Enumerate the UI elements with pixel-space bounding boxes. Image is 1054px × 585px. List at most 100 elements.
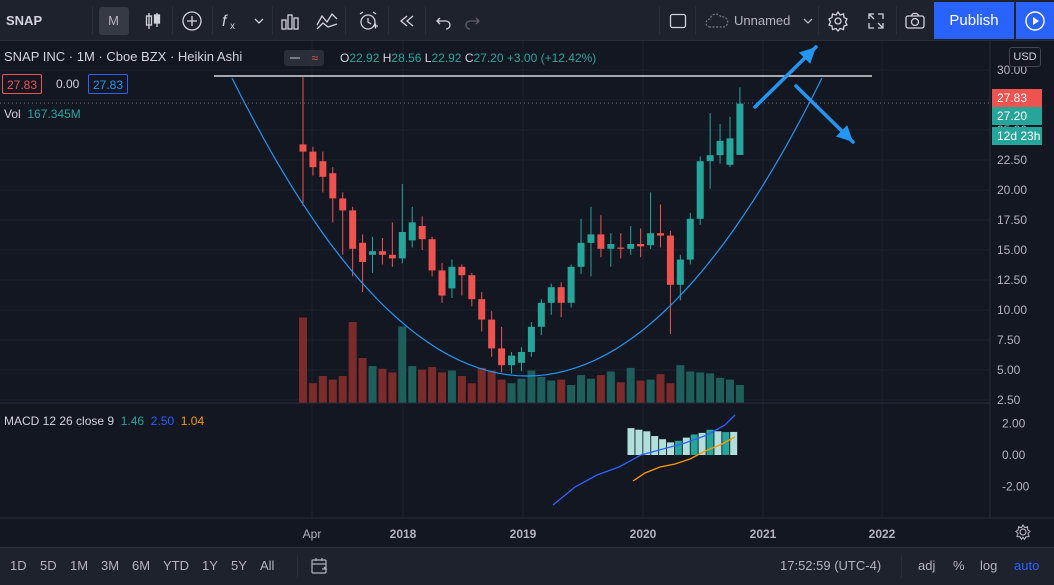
time-axis[interactable]: Apr 2018 2019 2020 2021 2022 bbox=[303, 527, 896, 541]
macd-legend[interactable]: MACD 12 26 close 9 1.46 2.50 1.04 bbox=[4, 414, 204, 428]
low-value: 22.92 bbox=[431, 51, 462, 65]
volume-bar bbox=[666, 383, 675, 403]
save-layout-button[interactable]: Unnamed bbox=[700, 0, 818, 41]
price-chart[interactable]: 30.0027.5025.0022.5020.0017.5015.0012.50… bbox=[0, 41, 1054, 547]
symbol-name: SNAP INC bbox=[4, 49, 66, 64]
candle-body bbox=[438, 270, 446, 296]
candle-body bbox=[627, 244, 635, 249]
candle-body bbox=[557, 287, 565, 303]
trading-panel-button[interactable] bbox=[1016, 2, 1054, 39]
candle-body bbox=[597, 234, 605, 249]
templates-button[interactable] bbox=[311, 0, 343, 41]
volume-bar bbox=[507, 383, 516, 403]
alert-clock-icon bbox=[359, 10, 378, 30]
volume-bar bbox=[696, 372, 705, 403]
range-button-1d[interactable]: 1D bbox=[10, 558, 27, 573]
close-value: 27.20 bbox=[473, 51, 504, 65]
range-button-all[interactable]: All bbox=[260, 558, 275, 573]
ohlc-values: O22.92 H28.56 L22.92 C27.20 +3.00 (+12.4… bbox=[340, 51, 597, 65]
adjust-toggle[interactable]: adj bbox=[918, 558, 936, 573]
macd-signal-value: 1.04 bbox=[180, 414, 205, 428]
price-axis[interactable]: 30.0027.5025.0022.5020.0017.5015.0012.50… bbox=[997, 63, 1027, 407]
candle-body bbox=[448, 266, 456, 289]
candle-body bbox=[696, 161, 704, 219]
undo-button[interactable] bbox=[430, 0, 458, 41]
time-tick-label: 2021 bbox=[750, 527, 777, 541]
range-button-6m[interactable]: 6M bbox=[132, 558, 151, 573]
arrow-down-annotation[interactable] bbox=[794, 84, 855, 144]
volume-legend[interactable]: Vol 167.345M bbox=[4, 107, 81, 121]
legend-interval: 1M bbox=[76, 49, 95, 64]
clock-time[interactable]: 17:52:59 (UTC-4) bbox=[780, 558, 882, 573]
indicators-dropdown[interactable] bbox=[247, 0, 271, 41]
interval-button[interactable]: M bbox=[97, 0, 130, 41]
symbol-search-button[interactable]: SNAP bbox=[0, 0, 98, 41]
cup-curve-drawing[interactable] bbox=[231, 77, 823, 377]
volume-bar bbox=[517, 378, 526, 403]
volume-bar bbox=[358, 358, 367, 403]
candle-body bbox=[647, 233, 655, 246]
price-tick-label: 2.50 bbox=[997, 393, 1021, 407]
buy-price-button[interactable]: 27.83 bbox=[88, 74, 129, 94]
redo-button[interactable] bbox=[458, 0, 486, 41]
range-button-3m[interactable]: 3M bbox=[101, 558, 120, 573]
publish-label: Publish bbox=[949, 12, 999, 29]
percent-scale-toggle[interactable]: % bbox=[953, 558, 965, 573]
volume-bar bbox=[557, 379, 566, 403]
arrow-up-annotation[interactable] bbox=[753, 45, 818, 109]
price-tick-label: 7.50 bbox=[997, 333, 1021, 347]
candle-body bbox=[656, 233, 664, 236]
high-value: 28.56 bbox=[391, 51, 422, 65]
layout-button[interactable] bbox=[664, 0, 692, 41]
volume-bar bbox=[438, 372, 447, 403]
range-button-1m[interactable]: 1M bbox=[70, 558, 89, 573]
macd-hist-bar bbox=[682, 437, 690, 455]
toolbar-divider bbox=[901, 556, 902, 578]
candle-body bbox=[706, 155, 714, 162]
macd-hist-bar bbox=[706, 429, 714, 455]
publish-button[interactable]: Publish bbox=[934, 2, 1014, 39]
chevron-down-icon bbox=[254, 18, 264, 24]
range-button-ytd[interactable]: YTD bbox=[163, 558, 189, 573]
volume-bar bbox=[497, 379, 506, 403]
toolbar-divider bbox=[896, 6, 897, 35]
legend-chart-type: Heikin Ashi bbox=[177, 49, 243, 64]
candle-body bbox=[527, 326, 535, 352]
volume-bar bbox=[567, 385, 576, 403]
macd-line bbox=[552, 414, 736, 506]
hide-icon bbox=[289, 57, 300, 59]
compare-button[interactable] bbox=[175, 0, 209, 41]
volume-bar bbox=[418, 369, 427, 403]
candle-body bbox=[488, 319, 496, 349]
ticker-label: SNAP bbox=[6, 13, 43, 28]
candle-body bbox=[369, 251, 377, 255]
sell-price-button[interactable]: 27.83 bbox=[2, 74, 43, 94]
date-range-button[interactable] bbox=[310, 557, 330, 580]
chart-type-button[interactable] bbox=[136, 0, 170, 41]
replay-button[interactable] bbox=[392, 0, 422, 41]
financials-button[interactable] bbox=[274, 0, 306, 41]
volume-bar bbox=[716, 377, 725, 403]
range-button-5y[interactable]: 5Y bbox=[231, 558, 247, 573]
fullscreen-button[interactable] bbox=[860, 0, 892, 41]
symbol-legend[interactable]: SNAP INC · 1M · Cboe BZX · Heikin Ashi bbox=[4, 49, 243, 64]
macd-hist-bar bbox=[635, 429, 643, 455]
price-tick-label: 20.00 bbox=[997, 183, 1027, 197]
play-icon bbox=[1025, 10, 1045, 31]
toolbar-divider bbox=[172, 6, 173, 35]
settings-button[interactable] bbox=[822, 0, 854, 41]
alert-button[interactable] bbox=[351, 0, 385, 41]
range-button-5d[interactable]: 5D bbox=[40, 558, 57, 573]
auto-scale-toggle[interactable]: auto bbox=[1014, 558, 1040, 573]
range-button-1y[interactable]: 1Y bbox=[202, 558, 218, 573]
annotation-arrows[interactable] bbox=[753, 45, 855, 144]
volume-bar bbox=[378, 368, 387, 403]
log-scale-toggle[interactable]: log bbox=[980, 558, 998, 573]
settings-corner-icon[interactable] bbox=[1015, 523, 1031, 541]
time-tick-label: 2018 bbox=[390, 527, 417, 541]
currency-button[interactable]: USD bbox=[1009, 47, 1041, 67]
snapshot-button[interactable] bbox=[899, 0, 931, 41]
legend-eye-toggle[interactable]: ≈ bbox=[284, 50, 324, 66]
